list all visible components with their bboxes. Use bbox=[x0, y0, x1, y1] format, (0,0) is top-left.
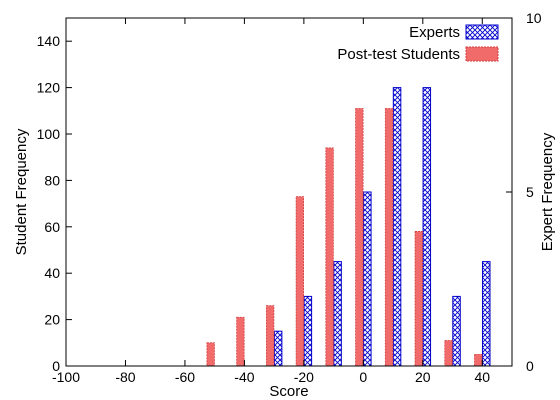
x-tick-label: -60 bbox=[175, 369, 195, 385]
expert-bar-40 bbox=[482, 261, 491, 366]
expert-bar-10 bbox=[392, 87, 402, 366]
x-tick-label: 20 bbox=[415, 369, 431, 385]
x-tick-label: -80 bbox=[115, 369, 135, 385]
y2-tick-label: 0 bbox=[526, 358, 534, 374]
student-bar-0 bbox=[355, 108, 364, 366]
y-tick-label: 100 bbox=[37, 126, 61, 142]
legend-label: Post-test Students bbox=[337, 46, 460, 63]
y2-tick-label: 10 bbox=[526, 10, 542, 26]
legend-swatch bbox=[465, 46, 499, 62]
x-axis-title: Score bbox=[269, 383, 308, 400]
x-tick-label: -20 bbox=[294, 369, 314, 385]
expert-bar-30 bbox=[452, 295, 461, 366]
chart-marks bbox=[206, 87, 512, 366]
expert-bar--10 bbox=[333, 261, 342, 366]
y-axis-title: Student Frequency bbox=[13, 128, 30, 255]
student-bar--20 bbox=[295, 196, 305, 366]
expert-bar-0 bbox=[363, 191, 372, 366]
student-bar--40 bbox=[236, 316, 245, 366]
expert-bar--30 bbox=[273, 330, 283, 366]
legend: Experts Post-test Students bbox=[337, 24, 499, 63]
axis-ticks: -100 -80 -60 -40 -20 0 20 40 0 20 40 60 80 100 120 140 0… bbox=[37, 10, 542, 385]
y-tick-label: 20 bbox=[44, 312, 60, 328]
expert-bar-20 bbox=[422, 87, 432, 366]
y-tick-label: 60 bbox=[44, 219, 60, 235]
expert-bar-50 bbox=[511, 330, 512, 366]
x-tick-label: -40 bbox=[234, 369, 254, 385]
student-bar-20 bbox=[414, 231, 423, 366]
x-tick-label: 0 bbox=[359, 369, 367, 385]
student-bar--10 bbox=[325, 147, 334, 366]
student-bar-10 bbox=[384, 108, 394, 366]
student-bar--30 bbox=[265, 305, 275, 366]
legend-label: Experts bbox=[409, 24, 460, 41]
student-bar--50 bbox=[206, 342, 215, 366]
x-tick-label: -100 bbox=[52, 369, 80, 385]
y-tick-label: 0 bbox=[52, 358, 60, 374]
student-bar-40 bbox=[474, 353, 483, 366]
legend-swatch bbox=[465, 24, 499, 40]
y2-tick-label: 5 bbox=[526, 184, 534, 200]
y2-axis-title: Expert Frequency bbox=[539, 132, 556, 251]
y-tick-label: 140 bbox=[37, 33, 61, 49]
x-tick-label: 40 bbox=[474, 369, 490, 385]
plot-frame bbox=[65, 17, 513, 367]
y-tick-label: 120 bbox=[37, 80, 61, 96]
y-tick-label: 80 bbox=[44, 172, 60, 188]
y-tick-label: 40 bbox=[44, 265, 60, 281]
expert-bar--20 bbox=[303, 295, 313, 366]
student-bar-30 bbox=[444, 340, 453, 366]
